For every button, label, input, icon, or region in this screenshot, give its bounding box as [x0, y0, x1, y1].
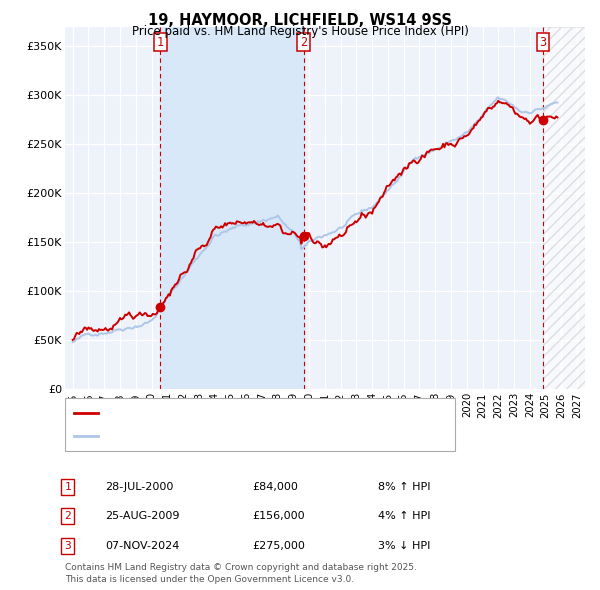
Text: 28-JUL-2000: 28-JUL-2000: [105, 482, 173, 491]
Text: 3% ↓ HPI: 3% ↓ HPI: [378, 541, 430, 550]
Text: 2: 2: [64, 512, 71, 521]
Text: 1: 1: [64, 482, 71, 491]
Text: Price paid vs. HM Land Registry's House Price Index (HPI): Price paid vs. HM Land Registry's House …: [131, 25, 469, 38]
Text: 19, HAYMOOR, LICHFIELD, WS14 9SS (semi-detached house): 19, HAYMOOR, LICHFIELD, WS14 9SS (semi-d…: [103, 408, 434, 418]
Text: 1: 1: [157, 35, 164, 48]
Text: 07-NOV-2024: 07-NOV-2024: [105, 541, 179, 550]
Text: 25-AUG-2009: 25-AUG-2009: [105, 512, 179, 521]
Bar: [543, 27, 585, 389]
Text: 4% ↑ HPI: 4% ↑ HPI: [378, 512, 431, 521]
Text: £156,000: £156,000: [252, 512, 305, 521]
Text: 19, HAYMOOR, LICHFIELD, WS14 9SS: 19, HAYMOOR, LICHFIELD, WS14 9SS: [148, 13, 452, 28]
Text: 2: 2: [300, 35, 307, 48]
Text: Contains HM Land Registry data © Crown copyright and database right 2025.: Contains HM Land Registry data © Crown c…: [65, 563, 416, 572]
Text: 3: 3: [64, 541, 71, 550]
Text: 8% ↑ HPI: 8% ↑ HPI: [378, 482, 431, 491]
Text: £84,000: £84,000: [252, 482, 298, 491]
Text: £275,000: £275,000: [252, 541, 305, 550]
Text: 3: 3: [539, 35, 547, 48]
Text: This data is licensed under the Open Government Licence v3.0.: This data is licensed under the Open Gov…: [65, 575, 354, 584]
Text: HPI: Average price, semi-detached house, Lichfield: HPI: Average price, semi-detached house,…: [103, 431, 380, 441]
Bar: [160, 27, 304, 389]
